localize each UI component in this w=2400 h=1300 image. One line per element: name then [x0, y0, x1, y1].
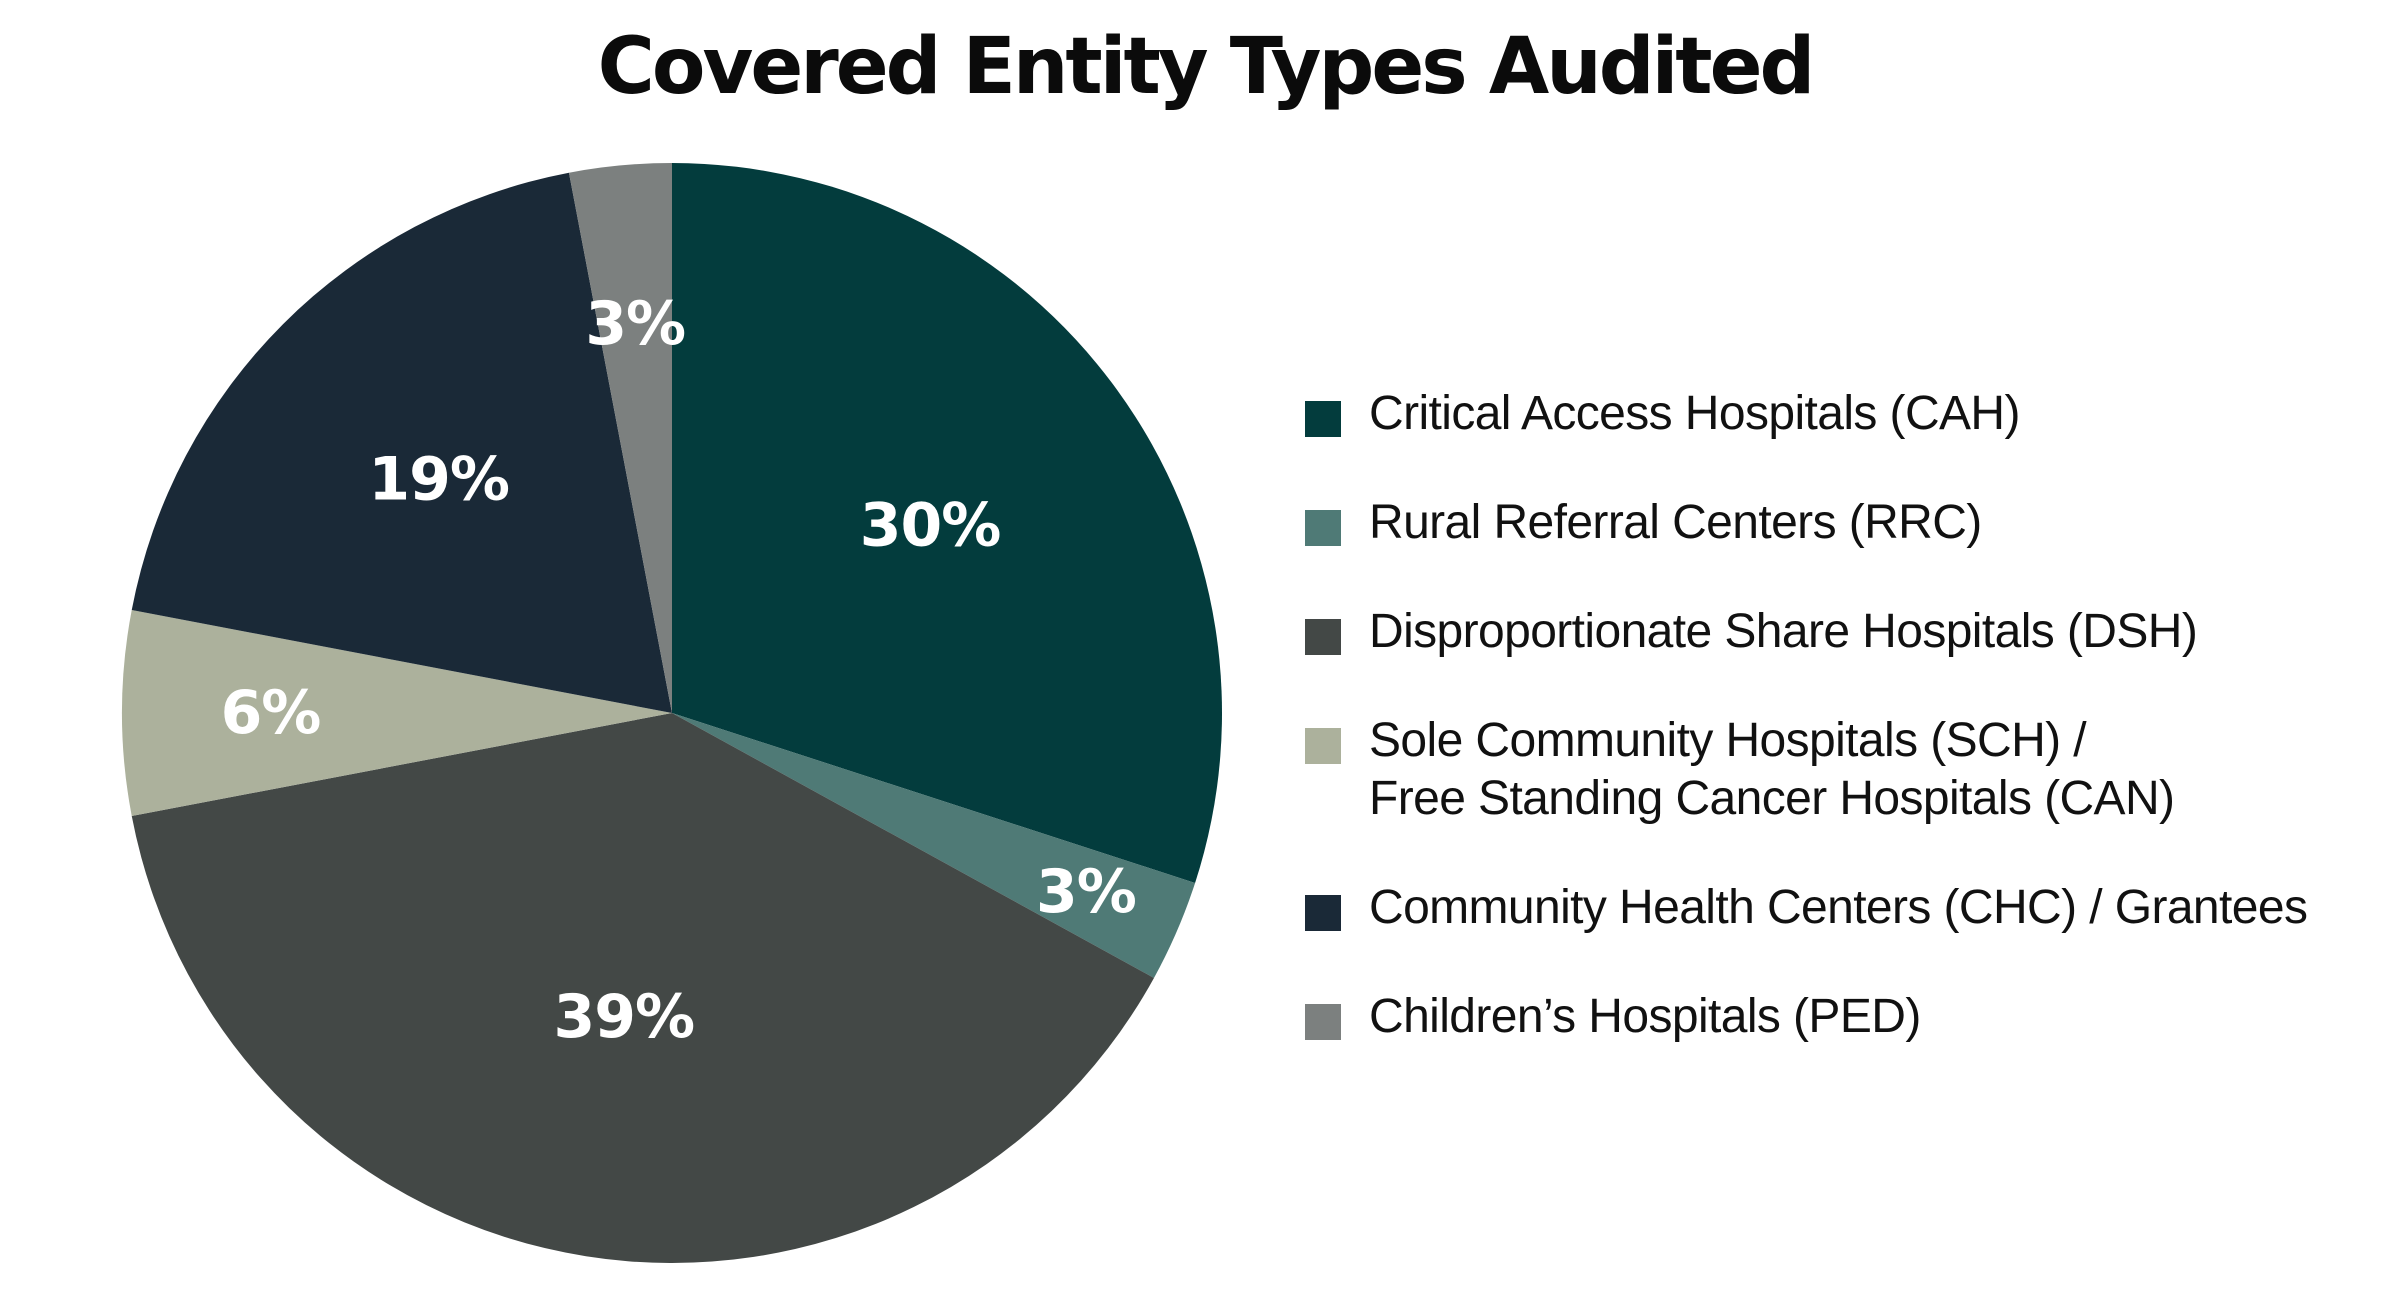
pie-slice-rrc[interactable]: [672, 713, 1196, 978]
pie-slice-ped[interactable]: [568, 163, 672, 713]
pie-label-cah: 30%: [860, 490, 1001, 560]
legend-label-sch-can: Sole Community Hospitals (SCH) / Free St…: [1369, 714, 2175, 825]
legend-label-chc: Community Health Centers (CHC) / Grantee…: [1369, 881, 2308, 934]
legend-swatch-sch-can: [1305, 728, 1341, 764]
pie-slice-dsh[interactable]: [131, 713, 1154, 1263]
legend-swatch-rrc: [1305, 510, 1341, 546]
legend-item-cah[interactable]: Critical Access Hospitals (CAH): [1305, 385, 2385, 443]
legend-item-ped[interactable]: Children’s Hospitals (PED): [1305, 988, 2385, 1046]
legend-label-dsh: Disproportionate Share Hospitals (DSH): [1369, 605, 2198, 658]
legend-label-cah: Critical Access Hospitals (CAH): [1369, 387, 2020, 440]
legend-item-chc[interactable]: Community Health Centers (CHC) / Grantee…: [1305, 879, 2385, 937]
legend-item-dsh[interactable]: Disproportionate Share Hospitals (DSH): [1305, 603, 2385, 661]
legend-swatch-dsh: [1305, 619, 1341, 655]
pie-slice-cah[interactable]: [672, 163, 1222, 883]
chart-title: Covered Entity Types Audited: [597, 22, 1816, 112]
legend-label-rrc: Rural Referral Centers (RRC): [1369, 496, 1982, 549]
legend-swatch-ped: [1305, 1004, 1341, 1040]
legend-item-rrc[interactable]: Rural Referral Centers (RRC): [1305, 494, 2385, 552]
legend-swatch-cah: [1305, 401, 1341, 437]
pie-label-chc: 19%: [368, 445, 509, 515]
pie-slice-sch-can[interactable]: [122, 609, 673, 817]
pie-labels: 30% 3% 39% 6% 19% 3%: [221, 289, 1137, 1052]
pie-label-dsh: 39%: [554, 982, 695, 1052]
legend-item-sch-can[interactable]: Sole Community Hospitals (SCH) / Free St…: [1305, 712, 2385, 828]
pie-label-sch-can: 6%: [221, 678, 321, 748]
legend: Critical Access Hospitals (CAH) Rural Re…: [1305, 385, 2385, 1097]
legend-swatch-chc: [1305, 895, 1341, 931]
legend-label-ped: Children’s Hospitals (PED): [1369, 990, 1921, 1043]
pie-label-rrc: 3%: [1036, 857, 1136, 927]
pie-slice-chc[interactable]: [131, 172, 673, 714]
pie-label-ped: 3%: [585, 289, 685, 359]
pie-slices: [122, 163, 1222, 1263]
